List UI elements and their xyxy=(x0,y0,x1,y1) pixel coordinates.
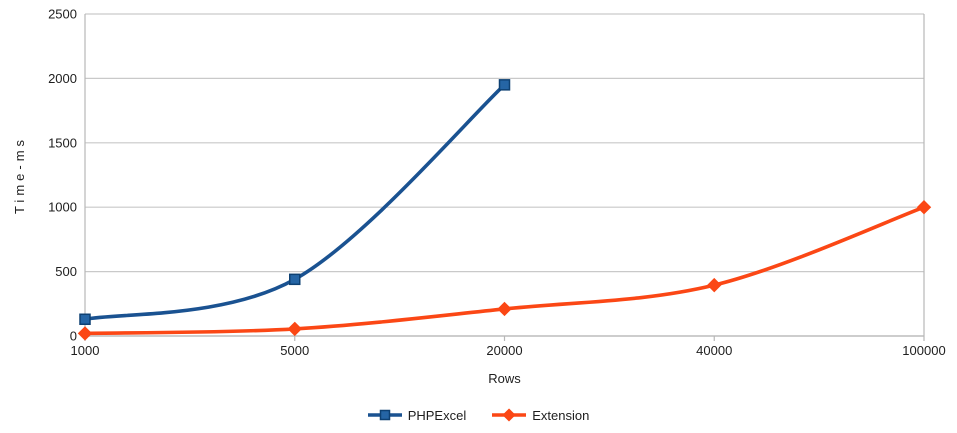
axes xyxy=(84,14,925,341)
marker-extension xyxy=(77,326,93,341)
legend-label-extension: Extension xyxy=(532,407,590,423)
series-extension xyxy=(77,199,932,341)
marker-extension xyxy=(916,199,932,215)
x-tick-label: 20000 xyxy=(486,343,522,358)
series-line-phpexcel xyxy=(83,83,507,322)
x-axis-title: Rows xyxy=(488,371,521,386)
marker-phpexcel xyxy=(79,313,91,326)
y-tick-label: 500 xyxy=(55,264,77,279)
x-tick-label: 40000 xyxy=(696,343,732,358)
series-phpexcel xyxy=(79,79,511,326)
marker-extension xyxy=(497,301,512,317)
marker-phpexcel xyxy=(498,79,511,91)
legend-label-phpexcel: PHPExcel xyxy=(407,407,467,423)
y-tick-label: 2500 xyxy=(48,7,77,22)
x-tick-labels: 1000 5000 20000 40000 100000 xyxy=(71,343,946,358)
y-tick-label: 2000 xyxy=(48,71,77,86)
legend-swatch-extension xyxy=(492,408,527,422)
y-tick-label: 0 xyxy=(70,329,77,344)
y-axis-title: Time-ms xyxy=(12,136,27,214)
legend-item-phpexcel: PHPExcel xyxy=(367,407,467,423)
legend-item-extension: Extension xyxy=(492,408,589,422)
legend-swatch-phpexcel xyxy=(367,409,402,421)
y-tick-label: 1000 xyxy=(48,200,77,215)
x-tick-label: 1000 xyxy=(71,343,100,358)
x-tick-label: 100000 xyxy=(902,343,945,358)
data-series xyxy=(77,79,932,341)
gridlines xyxy=(85,13,924,337)
legend-marker-phpexcel xyxy=(379,409,390,421)
legend-marker-extension xyxy=(502,408,516,422)
marker-extension xyxy=(707,277,722,293)
legend: PHPExcel Extension xyxy=(0,403,957,427)
y-tick-label: 1500 xyxy=(48,135,77,150)
marker-phpexcel xyxy=(289,273,301,286)
x-tick-label: 5000 xyxy=(280,343,309,358)
y-tick-labels: 0 500 1000 1500 2000 2500 xyxy=(48,7,77,344)
marker-extension xyxy=(287,321,302,337)
